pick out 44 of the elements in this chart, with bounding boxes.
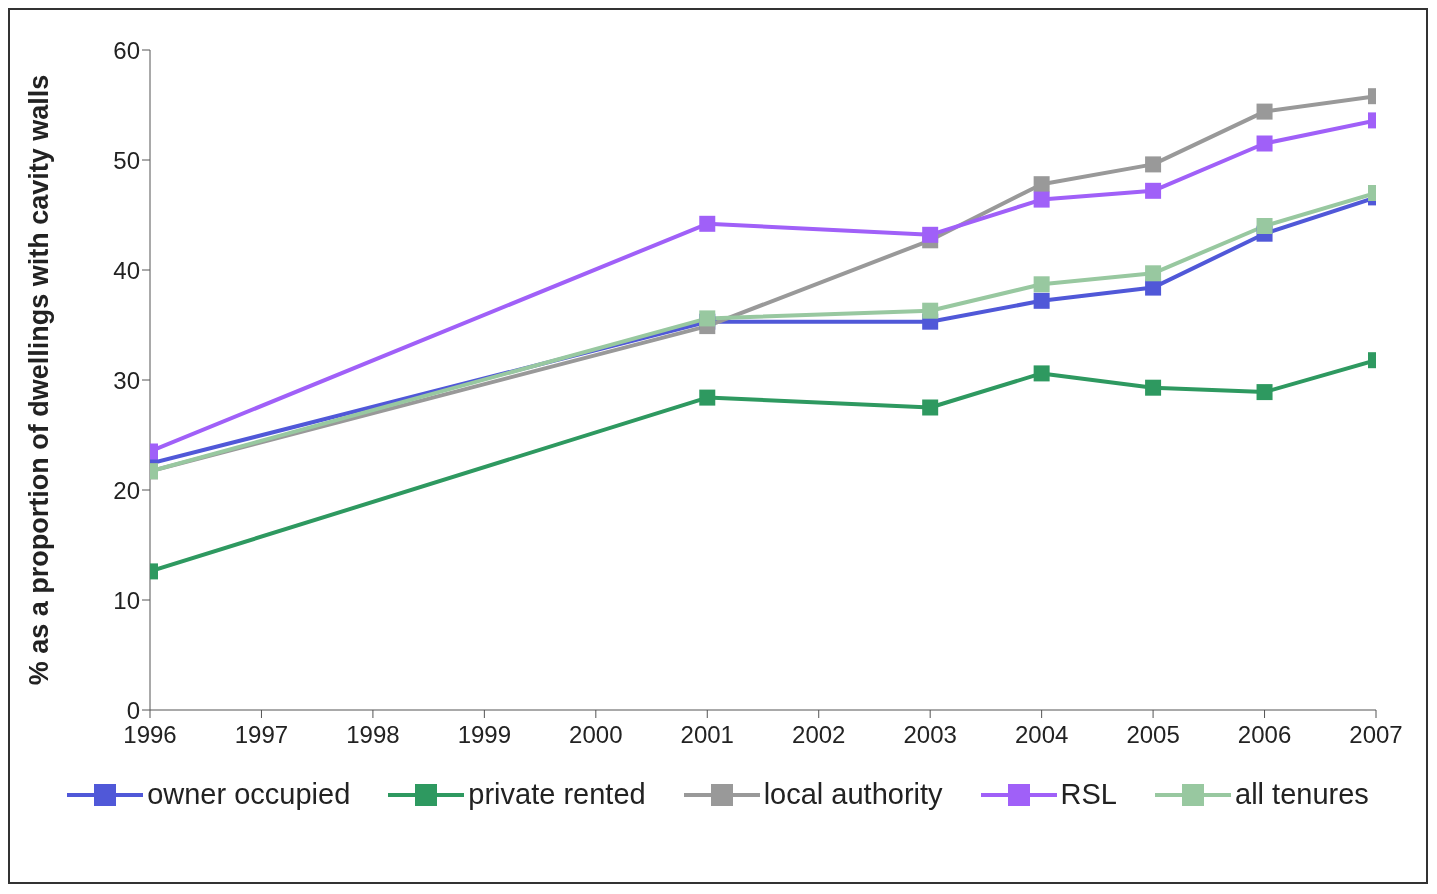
point — [699, 389, 716, 406]
x-tick-label: 2004 — [1014, 721, 1069, 749]
x-tick-label: 1999 — [457, 721, 512, 749]
point — [1033, 292, 1050, 309]
legend-label: owner occupied — [147, 778, 351, 811]
legend-label: all tenures — [1235, 778, 1369, 811]
x-tick-label: 2007 — [1349, 721, 1403, 749]
y-tick-label: 0 — [126, 696, 140, 724]
x-tick-label: 2006 — [1237, 721, 1292, 749]
x-tick-label: 2001 — [680, 721, 734, 749]
point — [1145, 279, 1162, 296]
point — [1033, 276, 1050, 293]
point — [1145, 182, 1162, 199]
point — [1145, 379, 1162, 396]
legend-label: local authority — [763, 778, 943, 811]
x-tick-label: 1998 — [346, 721, 400, 749]
y-tick-label: 10 — [113, 586, 140, 614]
x-tick-label: 1997 — [234, 721, 289, 749]
x-tick-label: 2000 — [569, 721, 623, 749]
y-tick-label: 40 — [113, 256, 140, 284]
point — [922, 302, 939, 319]
point — [1256, 135, 1273, 152]
y-tick-label: 20 — [113, 476, 140, 504]
point — [1145, 265, 1162, 282]
y-tick-label: 60 — [113, 36, 140, 64]
x-tick-label: 1996 — [123, 721, 177, 749]
x-tick-label: 2003 — [903, 721, 957, 749]
point — [1145, 156, 1162, 173]
point — [922, 226, 939, 243]
point — [1256, 218, 1273, 234]
y-tick-label: 50 — [113, 146, 140, 174]
point — [1256, 103, 1273, 120]
legend-label: private rented — [468, 778, 646, 811]
point — [1033, 191, 1050, 208]
x-tick-label: 2005 — [1126, 721, 1180, 749]
x-tick-label: 2002 — [792, 721, 846, 749]
point — [699, 215, 716, 232]
y-tick-label: 30 — [113, 366, 140, 394]
point — [922, 399, 939, 416]
point — [1033, 365, 1050, 382]
point — [1256, 384, 1273, 401]
point — [1033, 176, 1050, 193]
y-axis-title: % as a proportion of dwellings with cavity walls — [23, 74, 54, 686]
legend-label: RSL — [1060, 778, 1117, 811]
